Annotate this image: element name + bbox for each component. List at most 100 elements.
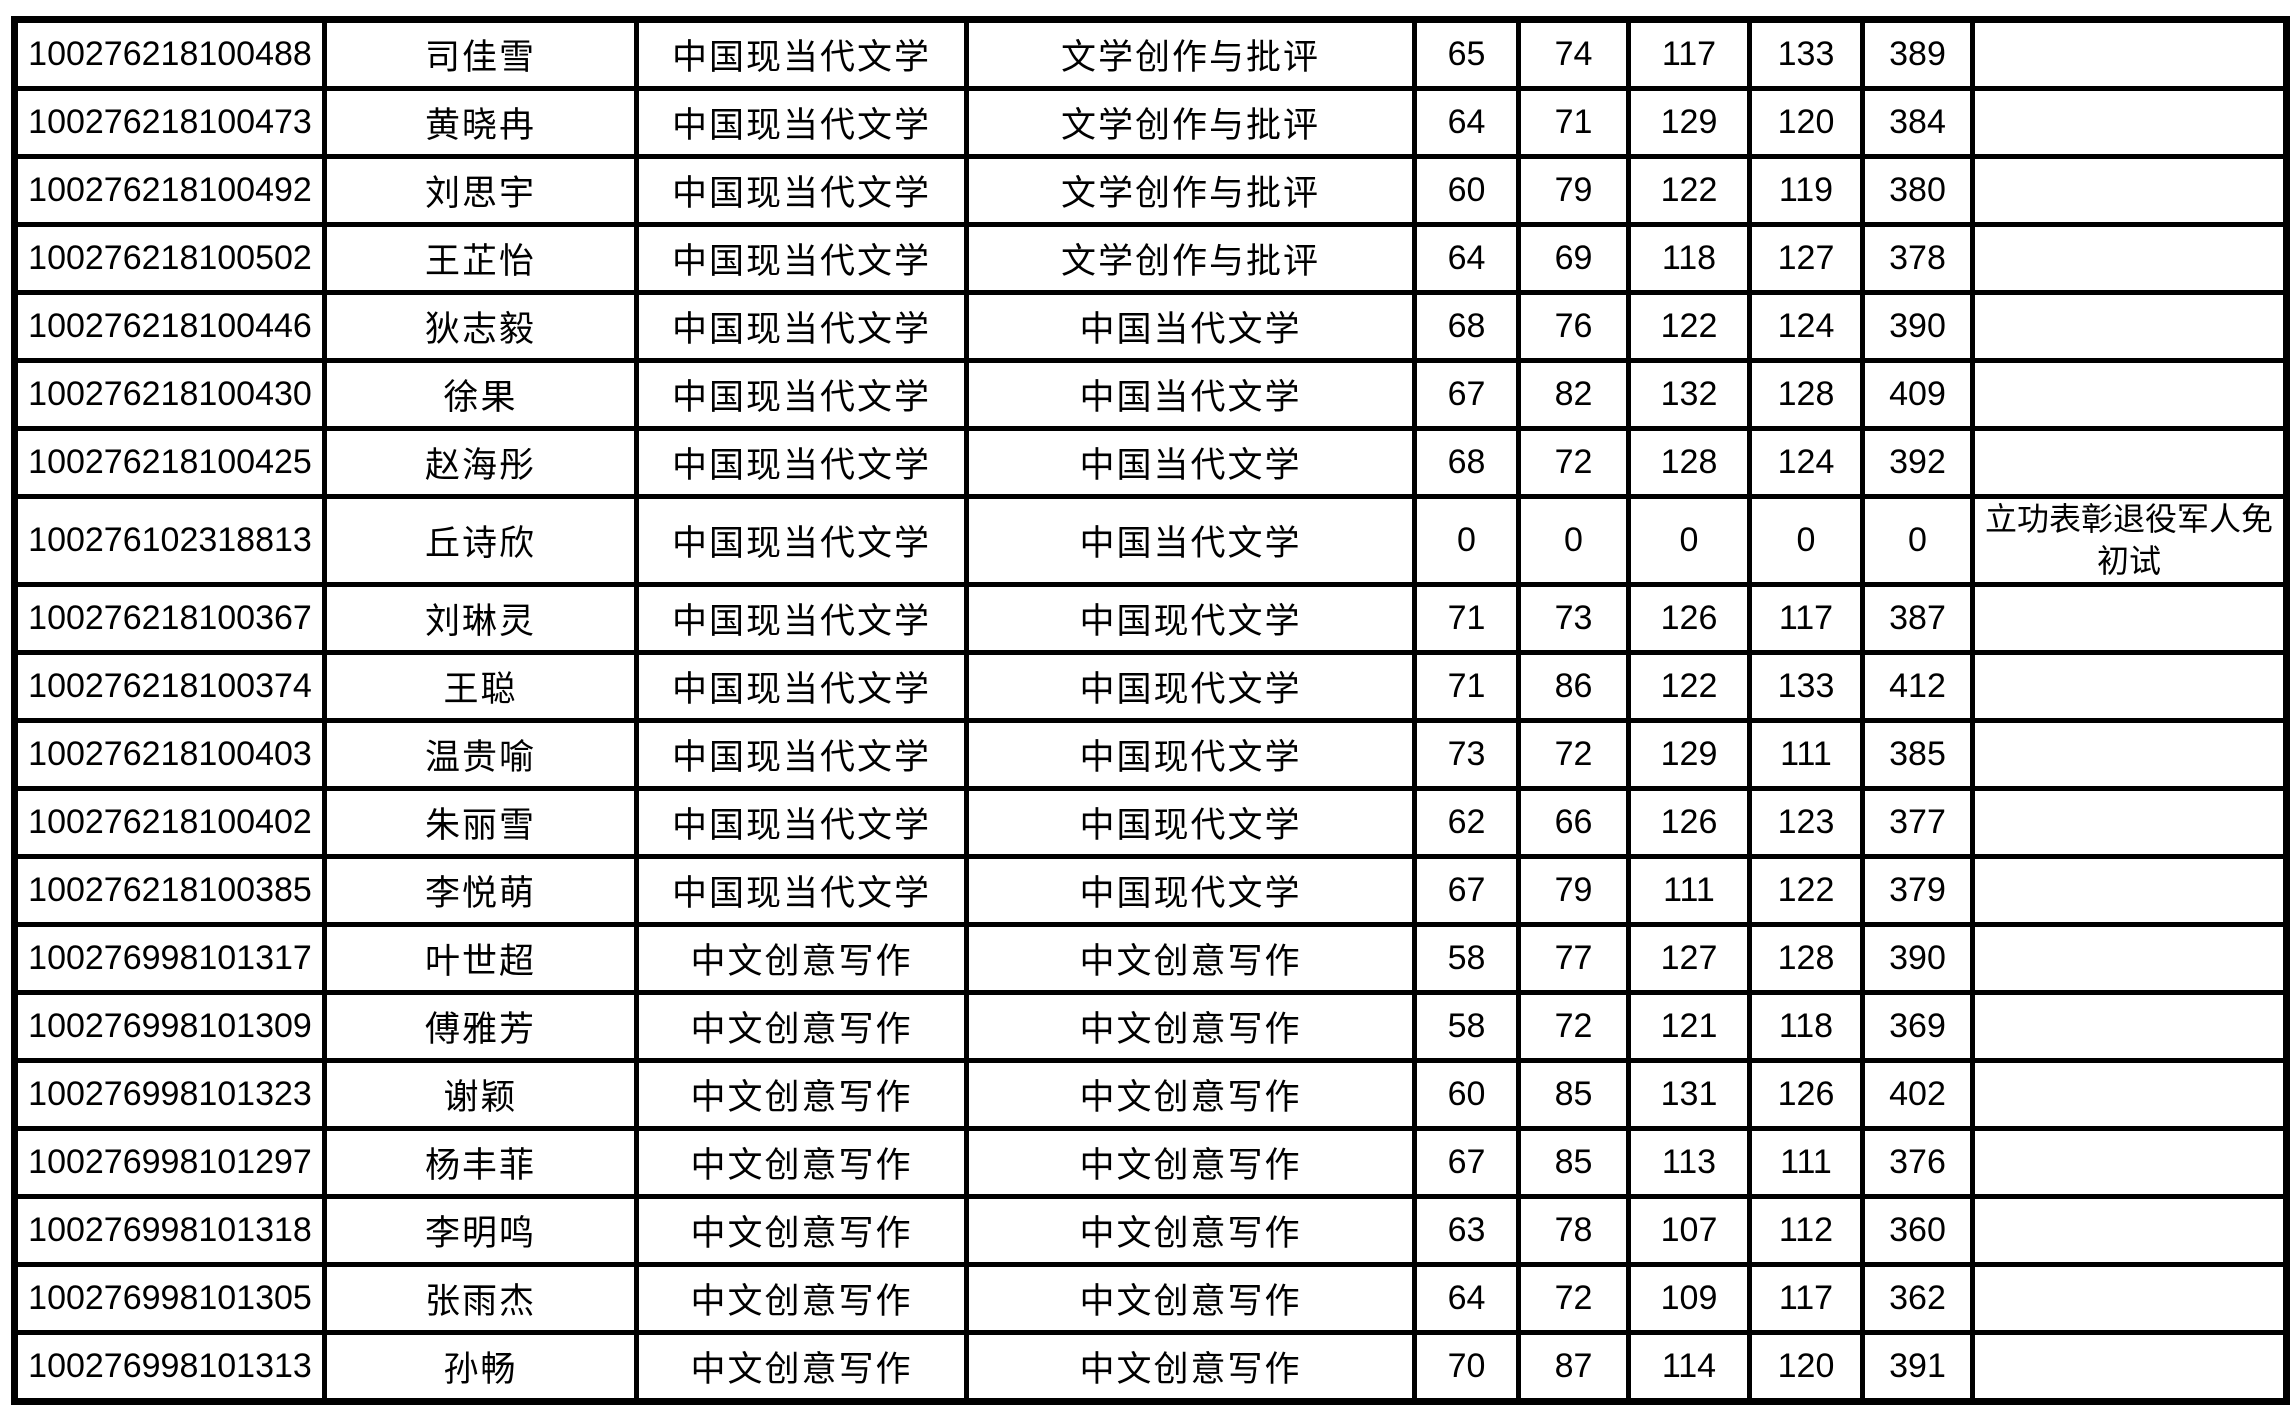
table-row: 100276218100446 狄志毅 中国现当代文学 中国当代文学 68 76… — [12, 290, 2289, 363]
remark-cell — [1970, 718, 2289, 792]
score4-cell: 117 — [1747, 1262, 1865, 1336]
candidate-name-cell: 谢颖 — [322, 1058, 639, 1132]
table-row: 100276218100403 温贵喻 中国现当代文学 中国现代文学 73 72… — [12, 718, 2289, 792]
major-cell: 中国现当代文学 — [634, 650, 969, 724]
table-row: 100276998101318 李明鸣 中文创意写作 中文创意写作 63 78 … — [12, 1194, 2289, 1268]
research-direction-cell: 中国现代文学 — [964, 854, 1417, 928]
exam-id-cell: 100276218100425 — [12, 426, 327, 499]
exam-id-cell: 100276998101313 — [12, 1330, 327, 1405]
table-row: 100276218100430 徐果 中国现当代文学 中国当代文学 67 82 … — [12, 358, 2289, 431]
score1-cell: 63 — [1412, 1194, 1521, 1268]
score3-cell: 127 — [1626, 922, 1752, 996]
exam-id-cell: 100276102318813 — [12, 493, 327, 588]
remark-cell: 立功表彰退役军人免初试 — [1970, 493, 2289, 588]
remark-cell — [1970, 290, 2289, 363]
exam-id-cell: 100276218100488 — [12, 17, 327, 91]
score2-cell: 72 — [1516, 1262, 1631, 1336]
research-direction-cell: 中文创意写作 — [964, 1330, 1417, 1405]
research-direction-cell: 中文创意写作 — [964, 1126, 1417, 1200]
major-cell: 中国现当代文学 — [634, 854, 969, 928]
major-cell: 中文创意写作 — [634, 1194, 969, 1268]
score4-cell: 118 — [1747, 990, 1865, 1064]
candidate-name-cell: 张雨杰 — [322, 1262, 639, 1336]
remark-cell — [1970, 222, 2289, 295]
score3-cell: 107 — [1626, 1194, 1752, 1268]
research-direction-cell: 文学创作与批评 — [964, 222, 1417, 295]
table-row: 100276218100488 司佳雪 中国现当代文学 文学创作与批评 65 7… — [12, 17, 2289, 91]
score1-cell: 58 — [1412, 922, 1521, 996]
table-row: 100276218100425 赵海彤 中国现当代文学 中国当代文学 68 72… — [12, 426, 2289, 499]
major-cell: 中国现当代文学 — [634, 493, 969, 588]
major-cell: 中国现当代文学 — [634, 786, 969, 860]
score4-cell: 133 — [1747, 650, 1865, 724]
exam-id-cell: 100276998101323 — [12, 1058, 327, 1132]
major-cell: 中国现当代文学 — [634, 582, 969, 656]
total-score-cell: 402 — [1860, 1058, 1975, 1132]
research-direction-cell: 中国当代文学 — [964, 426, 1417, 499]
score2-cell: 87 — [1516, 1330, 1631, 1405]
score3-cell: 117 — [1626, 17, 1752, 91]
table-row: 100276218100367 刘琳灵 中国现当代文学 中国现代文学 71 73… — [12, 582, 2289, 656]
exam-id-cell: 100276218100385 — [12, 854, 327, 928]
table-row: 100276998101305 张雨杰 中文创意写作 中文创意写作 64 72 … — [12, 1262, 2289, 1336]
research-direction-cell: 中国现代文学 — [964, 650, 1417, 724]
exam-id-cell: 100276998101318 — [12, 1194, 327, 1268]
table-row: 100276218100473 黄晓冉 中国现当代文学 文学创作与批评 64 7… — [12, 86, 2289, 159]
score2-cell: 72 — [1516, 718, 1631, 792]
score3-cell: 128 — [1626, 426, 1752, 499]
score2-cell: 72 — [1516, 426, 1631, 499]
score4-cell: 119 — [1747, 154, 1865, 227]
candidate-name-cell: 朱丽雪 — [322, 786, 639, 860]
total-score-cell: 390 — [1860, 922, 1975, 996]
candidate-name-cell: 李明鸣 — [322, 1194, 639, 1268]
major-cell: 中文创意写作 — [634, 1058, 969, 1132]
research-direction-cell: 中文创意写作 — [964, 1058, 1417, 1132]
score2-cell: 76 — [1516, 290, 1631, 363]
total-score-cell: 0 — [1860, 493, 1975, 588]
exam-id-cell: 100276218100403 — [12, 718, 327, 792]
remark-cell — [1970, 358, 2289, 431]
score3-cell: 121 — [1626, 990, 1752, 1064]
exam-id-cell: 100276998101305 — [12, 1262, 327, 1336]
score1-cell: 68 — [1412, 426, 1521, 499]
total-score-cell: 360 — [1860, 1194, 1975, 1268]
total-score-cell: 391 — [1860, 1330, 1975, 1405]
remark-cell — [1970, 1058, 2289, 1132]
total-score-cell: 390 — [1860, 290, 1975, 363]
exam-id-cell: 100276218100502 — [12, 222, 327, 295]
research-direction-cell: 中文创意写作 — [964, 990, 1417, 1064]
remark-cell — [1970, 426, 2289, 499]
score4-cell: 127 — [1747, 222, 1865, 295]
score1-cell: 64 — [1412, 1262, 1521, 1336]
candidate-name-cell: 温贵喻 — [322, 718, 639, 792]
score2-cell: 77 — [1516, 922, 1631, 996]
score1-cell: 73 — [1412, 718, 1521, 792]
table-row: 100276218100502 王芷怡 中国现当代文学 文学创作与批评 64 6… — [12, 222, 2289, 295]
candidate-name-cell: 黄晓冉 — [322, 86, 639, 159]
remark-cell — [1970, 86, 2289, 159]
score3-cell: 111 — [1626, 854, 1752, 928]
score3-cell: 132 — [1626, 358, 1752, 431]
major-cell: 中文创意写作 — [634, 922, 969, 996]
candidate-name-cell: 丘诗欣 — [322, 493, 639, 588]
score1-cell: 65 — [1412, 17, 1521, 91]
score4-cell: 122 — [1747, 854, 1865, 928]
research-direction-cell: 文学创作与批评 — [964, 86, 1417, 159]
score2-cell: 74 — [1516, 17, 1631, 91]
score1-cell: 60 — [1412, 154, 1521, 227]
total-score-cell: 376 — [1860, 1126, 1975, 1200]
research-direction-cell: 中文创意写作 — [964, 1262, 1417, 1336]
research-direction-cell: 中国现代文学 — [964, 582, 1417, 656]
total-score-cell: 387 — [1860, 582, 1975, 656]
total-score-cell: 379 — [1860, 854, 1975, 928]
score4-cell: 111 — [1747, 1126, 1865, 1200]
score4-cell: 124 — [1747, 290, 1865, 363]
table-row: 100276218100402 朱丽雪 中国现当代文学 中国现代文学 62 66… — [12, 786, 2289, 860]
remark-cell — [1970, 1262, 2289, 1336]
exam-id-cell: 100276218100430 — [12, 358, 327, 431]
score1-cell: 70 — [1412, 1330, 1521, 1405]
major-cell: 中国现当代文学 — [634, 17, 969, 91]
total-score-cell: 378 — [1860, 222, 1975, 295]
research-direction-cell: 中国现代文学 — [964, 718, 1417, 792]
